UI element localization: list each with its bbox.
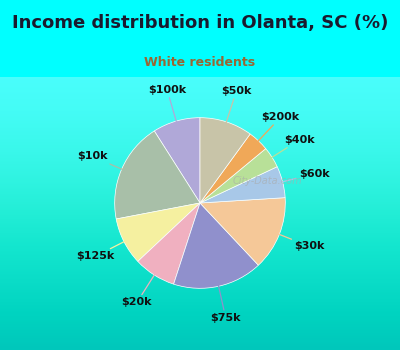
Wedge shape — [174, 203, 258, 288]
Text: $60k: $60k — [270, 169, 329, 185]
Text: $20k: $20k — [122, 264, 161, 307]
Text: $30k: $30k — [268, 230, 325, 251]
Wedge shape — [116, 203, 200, 261]
Text: White residents: White residents — [144, 56, 256, 69]
Wedge shape — [200, 118, 250, 203]
Wedge shape — [138, 203, 200, 284]
Text: $40k: $40k — [261, 135, 315, 164]
Text: $125k: $125k — [76, 236, 135, 261]
Wedge shape — [115, 131, 200, 219]
Text: Income distribution in Olanta, SC (%): Income distribution in Olanta, SC (%) — [12, 14, 388, 32]
Wedge shape — [200, 149, 277, 203]
Text: City-Data.com: City-Data.com — [233, 176, 302, 186]
Text: $75k: $75k — [210, 274, 241, 323]
Text: $100k: $100k — [148, 85, 186, 133]
Wedge shape — [154, 118, 200, 203]
Text: $50k: $50k — [221, 86, 252, 134]
Wedge shape — [200, 198, 285, 265]
Wedge shape — [200, 134, 266, 203]
Text: $200k: $200k — [250, 112, 300, 150]
Wedge shape — [200, 167, 285, 203]
Text: $10k: $10k — [77, 151, 134, 174]
